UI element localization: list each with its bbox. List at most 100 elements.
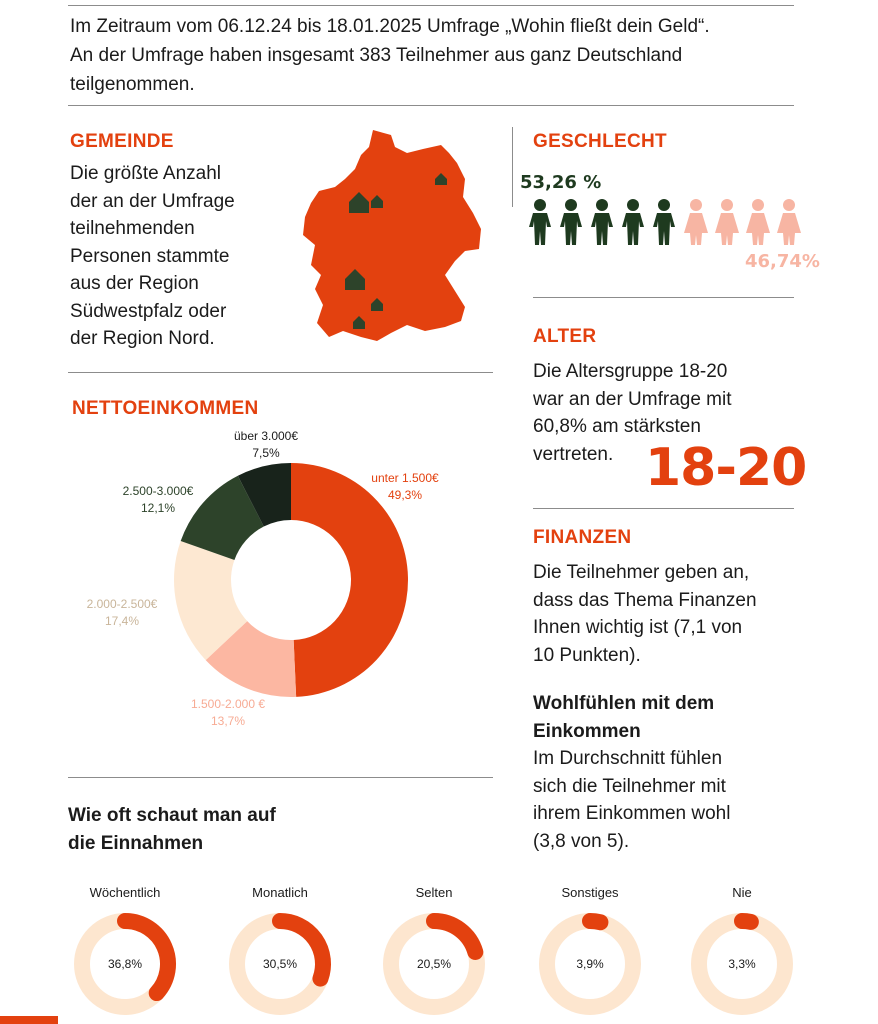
income-divider — [68, 777, 493, 778]
gemeinde-text: Die größte Anzahl der an der Umfrage tei… — [70, 160, 300, 353]
income-category-label: über 3.000€ — [234, 429, 298, 443]
gemeinde-line: aus der Region — [70, 273, 199, 294]
alter-text: Die Altersgruppe 18-20 war an der Umfrag… — [533, 358, 803, 468]
house-marker-icon — [349, 192, 369, 213]
frequency-value-label: 30,5% — [263, 957, 297, 971]
wohlfuehlen-line: Im Durchschnitt fühlen — [533, 748, 723, 769]
finanzen-text: Die Teilnehmer geben an, dass das Thema … — [533, 559, 823, 669]
income-category-label: 2.500-3.000€ — [123, 484, 194, 498]
alter-line: Die Altersgruppe 18-20 — [533, 361, 728, 382]
house-marker-icon — [435, 173, 447, 185]
gemeinde-divider — [68, 372, 493, 373]
frequency-category-label: Wöchentlich — [89, 885, 161, 900]
gemeinde-line: Südwestpfalz oder — [70, 300, 227, 322]
ring-value-arc — [734, 913, 759, 930]
frequency-ring: 36,8% — [74, 913, 176, 1015]
frequency-ring: 20,5% — [383, 913, 485, 1015]
gemeinde-line: teilnehmenden — [70, 218, 195, 239]
female-person-icon — [684, 199, 708, 245]
gender-a-percent: 53,26 % — [520, 172, 602, 193]
wohlfuehlen-heading: Einkommen — [533, 720, 641, 742]
frequency-category-label: Monatlich — [252, 885, 308, 900]
gender-b-percent: 46,74% — [745, 251, 820, 272]
female-person-icon — [777, 199, 801, 245]
ring-value-arc — [117, 913, 176, 1002]
ring-value-arc — [426, 913, 484, 961]
house-marker-icon — [353, 316, 365, 329]
finanzen-line: Die Teilnehmer geben an, — [533, 562, 750, 583]
wohlfuehlen-heading: Wohlfühlen mit dem — [533, 693, 715, 714]
male-person-icon — [653, 199, 675, 245]
gemeinde-heading: GEMEINDE — [70, 131, 174, 152]
finanzen-heading: FINANZEN — [533, 527, 632, 548]
ring-value-arc — [582, 913, 609, 931]
income-category-label: unter 1.500€ — [371, 471, 439, 485]
intro-line-1: Im Zeitraum vom 06.12.24 bis 18.01.2025 … — [70, 16, 710, 37]
frequency-heading: Wie oft schaut man auf die Einnahmen — [68, 802, 348, 858]
alter-line: vertreten. — [533, 443, 614, 465]
intro-text: Im Zeitraum vom 06.12.24 bis 18.01.2025 … — [70, 12, 810, 99]
income-slice — [174, 541, 248, 661]
alter-line: 60,8% am stärksten — [533, 416, 701, 437]
frequency-value-label: 3,3% — [728, 957, 756, 971]
male-person-icon — [529, 199, 551, 245]
nettoeinkommen-heading: NETTOEINKOMMEN — [72, 398, 259, 419]
germany-map-shape — [303, 130, 481, 341]
bottom-accent-bar — [0, 1016, 58, 1024]
frequency-heading-line: Wie oft schaut man auf — [68, 805, 276, 826]
male-person-icon — [560, 199, 582, 245]
intro-line-3: teilgenommen. — [70, 74, 195, 95]
income-category-label: 1.500-2.000 € — [191, 697, 265, 711]
alter-line: war an der Umfrage mit — [533, 388, 732, 410]
alter-divider — [533, 508, 794, 509]
house-marker-icon — [371, 298, 383, 311]
ring-value-arc — [272, 913, 331, 987]
germany-map — [303, 130, 481, 341]
house-marker-icon — [345, 269, 365, 290]
top-rule — [68, 5, 794, 6]
gender-pictogram — [529, 199, 801, 245]
finanzen-line: Ihnen wichtig ist (7,1 von — [533, 617, 743, 638]
frequency-value-label: 20,5% — [417, 957, 451, 971]
income-value-label: 7,5% — [252, 446, 280, 460]
frequency-ring: 30,5% — [229, 913, 331, 1015]
female-person-icon — [746, 199, 770, 245]
geschlecht-divider — [533, 297, 794, 298]
income-value-label: 17,4% — [105, 614, 139, 628]
income-slice — [180, 475, 264, 561]
wohlfuehlen-line: sich die Teilnehmer mit — [533, 775, 726, 797]
male-person-icon — [622, 199, 644, 245]
column-divider — [512, 127, 513, 207]
house-marker-icon — [371, 195, 383, 208]
geschlecht-heading: GESCHLECHT — [533, 131, 667, 152]
frequency-category-label: Sonstiges — [561, 885, 619, 900]
income-slice — [237, 463, 291, 527]
wohlfuehlen-block: Wohlfühlen mit dem Einkommen Im Durchsch… — [533, 690, 823, 855]
income-value-label: 49,3% — [388, 488, 422, 502]
income-category-label: 2.000-2.500€ — [87, 597, 158, 611]
frequency-ring: 3,9% — [539, 913, 641, 1015]
intro-divider — [68, 105, 794, 106]
wohlfuehlen-line: ihrem Einkommen wohl — [533, 803, 731, 824]
frequency-heading-line: die Einnahmen — [68, 833, 204, 854]
frequency-ring: 3,3% — [691, 913, 793, 1015]
finanzen-line: dass das Thema Finanzen — [533, 589, 757, 611]
income-donut-chart: unter 1.500€ 49,3% 1.500-2.000 € 13,7% 2.000… — [87, 429, 439, 728]
intro-line-2: An der Umfrage haben insgesamt 383 Teiln… — [70, 45, 683, 66]
wohlfuehlen-line: (3,8 von 5). — [533, 830, 630, 852]
income-value-label: 13,7% — [211, 714, 245, 728]
frequency-category-label: Selten — [415, 885, 453, 900]
alter-heading: ALTER — [533, 326, 597, 347]
gemeinde-line: der Region Nord. — [70, 328, 215, 349]
male-person-icon — [591, 199, 613, 245]
gemeinde-line: der an der Umfrage — [70, 190, 235, 212]
age-group-highlight: 18-20 — [645, 438, 807, 498]
frequency-value-label: 36,8% — [108, 957, 142, 971]
finanzen-line: 10 Punkten). — [533, 644, 641, 666]
gemeinde-line: Personen stammte — [70, 245, 230, 267]
frequency-value-label: 3,9% — [576, 957, 604, 971]
frequency-category-label: Nie — [732, 885, 752, 900]
income-slice — [291, 463, 408, 697]
income-value-label: 12,1% — [141, 501, 175, 515]
income-slice — [205, 621, 297, 697]
